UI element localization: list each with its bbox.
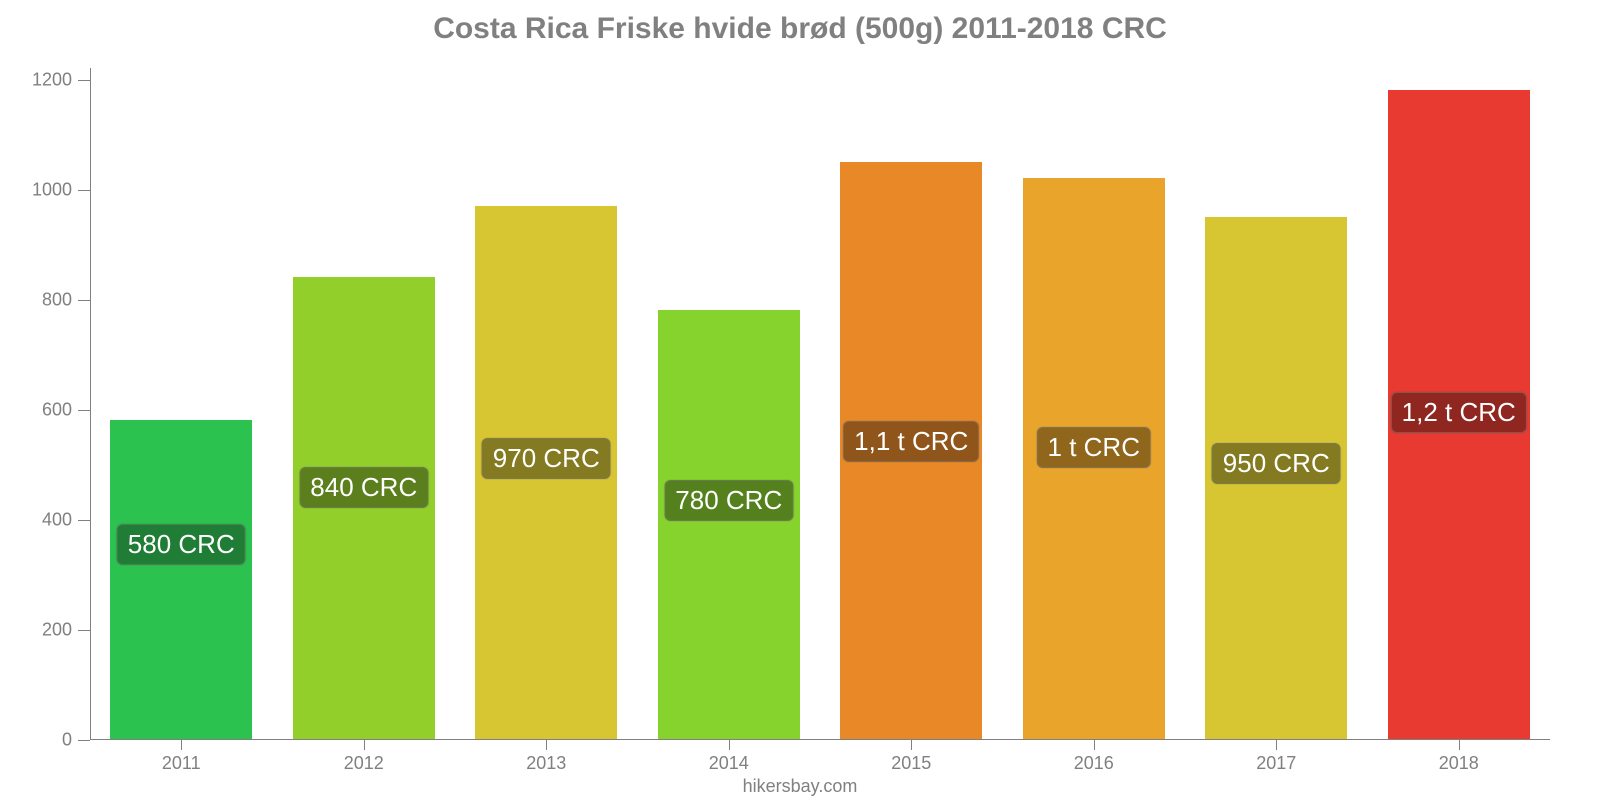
bar (110, 420, 252, 739)
bar-value-label: 1 t CRC (1037, 427, 1151, 468)
bar-value-label: 1,1 t CRC (843, 421, 979, 462)
x-tick-label: 2014 (709, 753, 749, 774)
y-tick-label: 1000 (32, 180, 72, 201)
x-tick-label: 2018 (1439, 753, 1479, 774)
x-tick-label: 2013 (526, 753, 566, 774)
x-tick (181, 740, 182, 750)
x-tick (546, 740, 547, 750)
chart-title: Costa Rica Friske hvide brød (500g) 2011… (0, 12, 1600, 46)
x-axis-line (90, 739, 1550, 740)
bar-value-label: 780 CRC (664, 480, 793, 521)
plot-area: 580 CRC 840 CRC 970 CRC 780 CRC 1,1 t CRC 1 t… (90, 80, 1550, 740)
x-tick (729, 740, 730, 750)
x-tick (364, 740, 365, 750)
y-tick-label: 600 (42, 400, 72, 421)
x-tick (1276, 740, 1277, 750)
bar (293, 277, 435, 739)
x-tick (1459, 740, 1460, 750)
bar (658, 310, 800, 739)
y-tick-label: 200 (42, 620, 72, 641)
x-tick (911, 740, 912, 750)
y-tick (78, 520, 90, 521)
y-tick-label: 400 (42, 510, 72, 531)
bar-value-label: 840 CRC (299, 467, 428, 508)
y-tick-label: 800 (42, 290, 72, 311)
x-tick-label: 2015 (891, 753, 931, 774)
bar-value-label: 950 CRC (1212, 443, 1341, 484)
y-tick (78, 190, 90, 191)
y-tick-label: 1200 (32, 70, 72, 91)
x-tick-label: 2011 (162, 753, 201, 774)
y-tick (78, 740, 90, 741)
y-tick-label: 0 (62, 730, 72, 751)
y-tick (78, 630, 90, 631)
bar-value-label: 970 CRC (482, 438, 611, 479)
source-text: hikersbay.com (0, 776, 1600, 797)
y-tick (78, 80, 90, 81)
x-tick (1094, 740, 1095, 750)
bar-value-label: 580 CRC (117, 524, 246, 565)
x-tick-label: 2017 (1256, 753, 1296, 774)
y-tick (78, 410, 90, 411)
y-axis-line (90, 68, 91, 740)
bar-chart: Costa Rica Friske hvide brød (500g) 2011… (0, 0, 1600, 800)
x-tick-label: 2012 (344, 753, 384, 774)
y-tick (78, 300, 90, 301)
bar-value-label: 1,2 t CRC (1391, 392, 1527, 433)
x-tick-label: 2016 (1074, 753, 1114, 774)
